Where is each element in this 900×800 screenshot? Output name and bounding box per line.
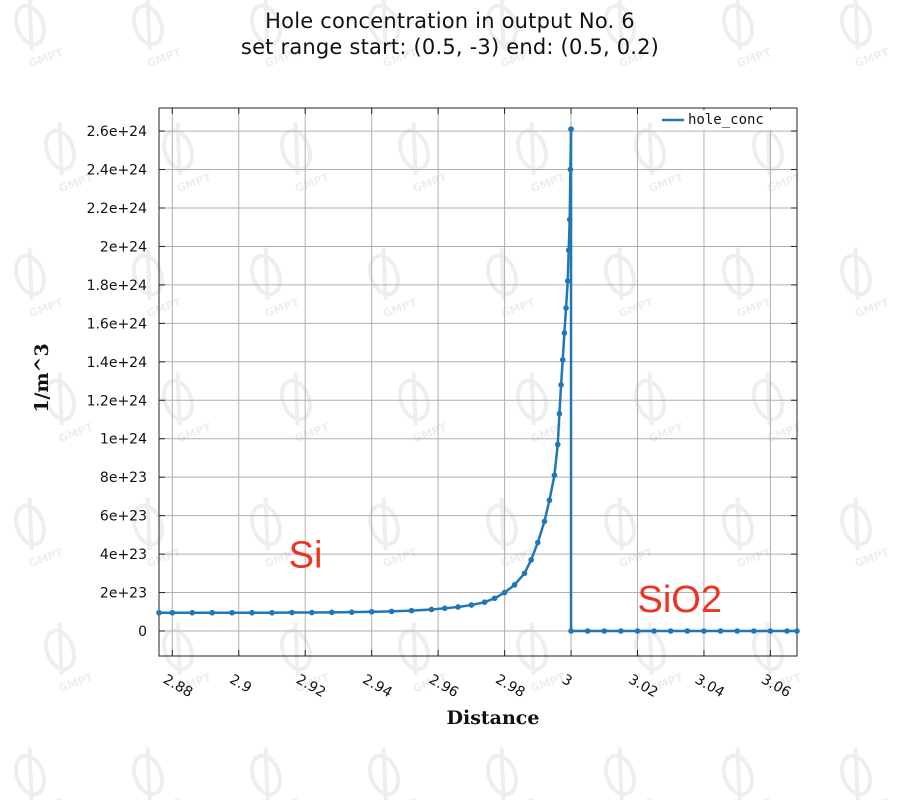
data-point xyxy=(667,628,674,634)
y-tick-label: 1.2e+24 xyxy=(87,393,148,409)
data-point xyxy=(601,628,608,634)
y-tick-label: 2.2e+24 xyxy=(87,201,148,217)
y-tick-label: 1e+24 xyxy=(100,432,147,448)
data-point xyxy=(511,582,518,588)
data-point xyxy=(563,305,569,311)
data-point xyxy=(561,330,568,336)
chart-title-line-1: Hole concentration in output No. 6 xyxy=(265,9,635,33)
region-annotations: Si SiO2 xyxy=(289,535,722,621)
data-point xyxy=(546,497,553,504)
data-point xyxy=(556,410,563,417)
y-tick-label: 6e+23 xyxy=(100,509,147,525)
x-axis-label: Distance xyxy=(447,707,540,729)
data-point xyxy=(634,628,641,634)
data-point xyxy=(501,589,508,596)
data-point xyxy=(368,608,375,615)
series-line xyxy=(159,129,573,614)
data-point xyxy=(684,628,691,634)
legend[interactable]: hole_conc xyxy=(658,110,795,130)
data-point xyxy=(564,278,571,284)
data-point xyxy=(455,604,461,610)
y-axis-label: 1/m^3 xyxy=(31,343,53,412)
data-point xyxy=(388,608,395,615)
grid-lines xyxy=(159,108,797,656)
data-point xyxy=(568,126,574,132)
data-point xyxy=(289,609,295,616)
x-tick-label: 2.94 xyxy=(360,672,395,701)
x-tick-label: 2.98 xyxy=(493,672,528,701)
data-point xyxy=(229,609,235,616)
data-point xyxy=(558,382,564,388)
data-point xyxy=(784,628,790,634)
y-tick-label: 0 xyxy=(138,624,147,640)
data-point xyxy=(189,609,196,616)
data-point xyxy=(468,602,475,608)
data-point xyxy=(528,557,534,563)
x-tick-label: 3.02 xyxy=(626,672,661,701)
series-line xyxy=(569,129,797,633)
data-point xyxy=(521,570,528,577)
x-tick-label: 2.92 xyxy=(293,672,328,701)
data-point xyxy=(209,609,215,616)
data-point xyxy=(156,609,162,616)
data-point xyxy=(568,628,574,634)
data-point xyxy=(541,518,548,525)
data-point xyxy=(169,609,176,616)
y-tick-label: 1.6e+24 xyxy=(87,316,148,332)
data-point xyxy=(348,609,355,615)
legend-label-hole-conc: hole_conc xyxy=(688,112,764,128)
x-tick-label: 3 xyxy=(559,672,575,690)
x-tick-label: 3.04 xyxy=(692,672,727,701)
data-point xyxy=(794,628,800,634)
data-point xyxy=(491,595,498,602)
y-tick-label: 1.4e+24 xyxy=(87,355,148,371)
data-point xyxy=(269,609,275,616)
x-tick-label: 2.88 xyxy=(160,672,195,701)
data-point xyxy=(551,472,558,479)
data-point xyxy=(408,607,415,614)
y-tick-label: 2.4e+24 xyxy=(87,163,148,179)
data-point xyxy=(751,628,757,634)
y-tick-label: 2.6e+24 xyxy=(87,124,148,140)
data-point xyxy=(249,609,255,616)
plot-frame xyxy=(158,107,798,657)
y-tick-label: 2e+24 xyxy=(100,239,147,255)
data-point xyxy=(559,357,566,363)
x-tick-label: 3.06 xyxy=(758,672,793,701)
data-point xyxy=(309,609,315,616)
data-point xyxy=(328,609,335,616)
series-layer xyxy=(156,126,800,634)
x-tick-label: 2.9 xyxy=(227,672,254,697)
y-tick-label: 8e+23 xyxy=(100,470,147,486)
y-tick-label: 4e+23 xyxy=(100,547,147,563)
data-point xyxy=(651,628,657,634)
y-tick-label: 2e+23 xyxy=(100,586,147,602)
chart-title-line-2: set range start: (0.5, -3) end: (0.5, 0.… xyxy=(240,35,660,59)
data-point xyxy=(554,441,561,448)
data-point xyxy=(441,605,448,612)
data-point xyxy=(701,628,707,634)
legend-background xyxy=(658,110,795,130)
series-hole-conc xyxy=(156,126,800,634)
data-point xyxy=(428,606,435,613)
region-label-sio2: SiO2 xyxy=(638,579,722,621)
region-label-si: Si xyxy=(289,535,323,577)
y-tick-label: 1.8e+24 xyxy=(87,278,148,294)
data-point xyxy=(717,628,724,634)
data-point xyxy=(767,628,774,634)
data-point xyxy=(584,628,591,634)
data-point xyxy=(734,628,740,634)
data-point xyxy=(618,628,624,634)
x-tick-label: 2.96 xyxy=(426,672,461,701)
data-point xyxy=(535,539,541,546)
data-point xyxy=(481,599,488,605)
